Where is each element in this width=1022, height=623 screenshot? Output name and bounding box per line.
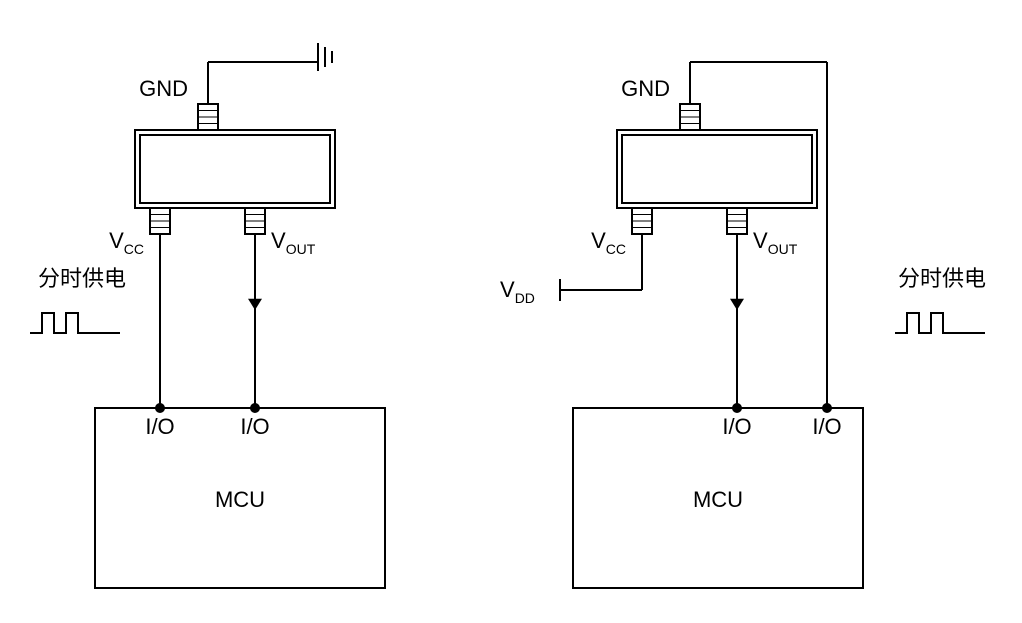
sensor-inner bbox=[140, 135, 330, 203]
vdd-label: VDD bbox=[500, 277, 535, 306]
vout-label: VOUT bbox=[753, 228, 798, 257]
vout-label: VOUT bbox=[271, 228, 316, 257]
vout-arrow bbox=[730, 299, 744, 310]
io-label-1: I/O bbox=[145, 414, 174, 439]
circuit-right: GND MCU VCC VOUT VDD I/O I/O 分时供电 bbox=[500, 62, 986, 588]
timed-power-label: 分时供电 bbox=[898, 266, 986, 291]
vcc-label: VCC bbox=[109, 228, 144, 257]
vcc-label: VCC bbox=[591, 228, 626, 257]
node-vout bbox=[250, 403, 260, 413]
mcu-label: MCU bbox=[693, 487, 743, 512]
pulse-waveform bbox=[30, 313, 120, 333]
io-label-1: I/O bbox=[722, 414, 751, 439]
vout-arrow bbox=[248, 299, 262, 310]
sensor-inner bbox=[622, 135, 812, 203]
circuit-left: GND MCU VCC VOUT I/O I/O 分时供电 bbox=[30, 43, 385, 588]
gnd-label: GND bbox=[621, 76, 670, 101]
node-gndline bbox=[822, 403, 832, 413]
mcu-label: MCU bbox=[215, 487, 265, 512]
io-label-2: I/O bbox=[812, 414, 841, 439]
timed-power-label: 分时供电 bbox=[38, 266, 126, 291]
node-vout bbox=[732, 403, 742, 413]
gnd-label: GND bbox=[139, 76, 188, 101]
io-label-2: I/O bbox=[240, 414, 269, 439]
node-vcc bbox=[155, 403, 165, 413]
circuit-diagram-canvas: GND MCU VCC VOUT I/O I/O 分时供电 GND MCU VCC VOUT VDD I… bbox=[0, 0, 1022, 623]
pulse-waveform bbox=[895, 313, 985, 333]
